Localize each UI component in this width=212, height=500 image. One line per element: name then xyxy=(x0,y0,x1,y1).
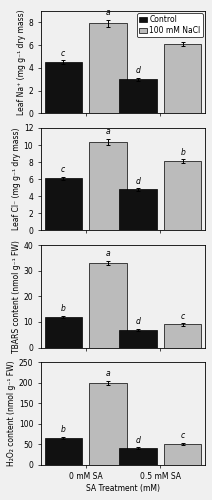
Bar xyxy=(89,142,127,231)
Bar xyxy=(119,190,156,230)
Text: b: b xyxy=(61,304,66,313)
Text: c: c xyxy=(61,165,65,174)
Text: a: a xyxy=(106,8,110,17)
Text: c: c xyxy=(61,48,65,58)
Text: a: a xyxy=(106,368,110,378)
Text: d: d xyxy=(135,66,140,75)
Text: b: b xyxy=(180,30,185,39)
Text: d: d xyxy=(135,176,140,186)
Bar xyxy=(89,24,127,114)
Bar xyxy=(89,263,127,347)
Bar xyxy=(45,317,82,348)
Y-axis label: Leaf Na⁺ (mg g⁻¹ dry mass): Leaf Na⁺ (mg g⁻¹ dry mass) xyxy=(17,10,26,115)
Text: c: c xyxy=(181,432,185,440)
Bar xyxy=(45,178,82,231)
Bar xyxy=(164,161,201,230)
Text: a: a xyxy=(106,127,110,136)
Bar xyxy=(119,448,156,464)
Bar xyxy=(119,330,156,347)
Text: a: a xyxy=(106,250,110,258)
Text: d: d xyxy=(135,317,140,326)
Text: b: b xyxy=(180,148,185,156)
Text: c: c xyxy=(181,312,185,320)
Bar xyxy=(45,438,82,464)
Bar xyxy=(164,44,201,114)
Bar xyxy=(45,62,82,114)
Bar xyxy=(164,324,201,347)
Bar xyxy=(119,79,156,114)
Bar xyxy=(89,382,127,464)
Y-axis label: H₂O₂ content (nmol g⁻¹ FW): H₂O₂ content (nmol g⁻¹ FW) xyxy=(7,360,16,466)
Y-axis label: TBARS content (nmol g⁻¹ FW): TBARS content (nmol g⁻¹ FW) xyxy=(12,240,21,352)
Text: d: d xyxy=(135,436,140,444)
Text: b: b xyxy=(61,425,66,434)
Bar xyxy=(164,444,201,464)
Y-axis label: Leaf Cl⁻ (mg g⁻¹ dry mass): Leaf Cl⁻ (mg g⁻¹ dry mass) xyxy=(12,128,21,230)
X-axis label: SA Treatment (mM): SA Treatment (mM) xyxy=(86,484,160,493)
Legend: Control, 100 mM NaCl: Control, 100 mM NaCl xyxy=(137,13,203,37)
